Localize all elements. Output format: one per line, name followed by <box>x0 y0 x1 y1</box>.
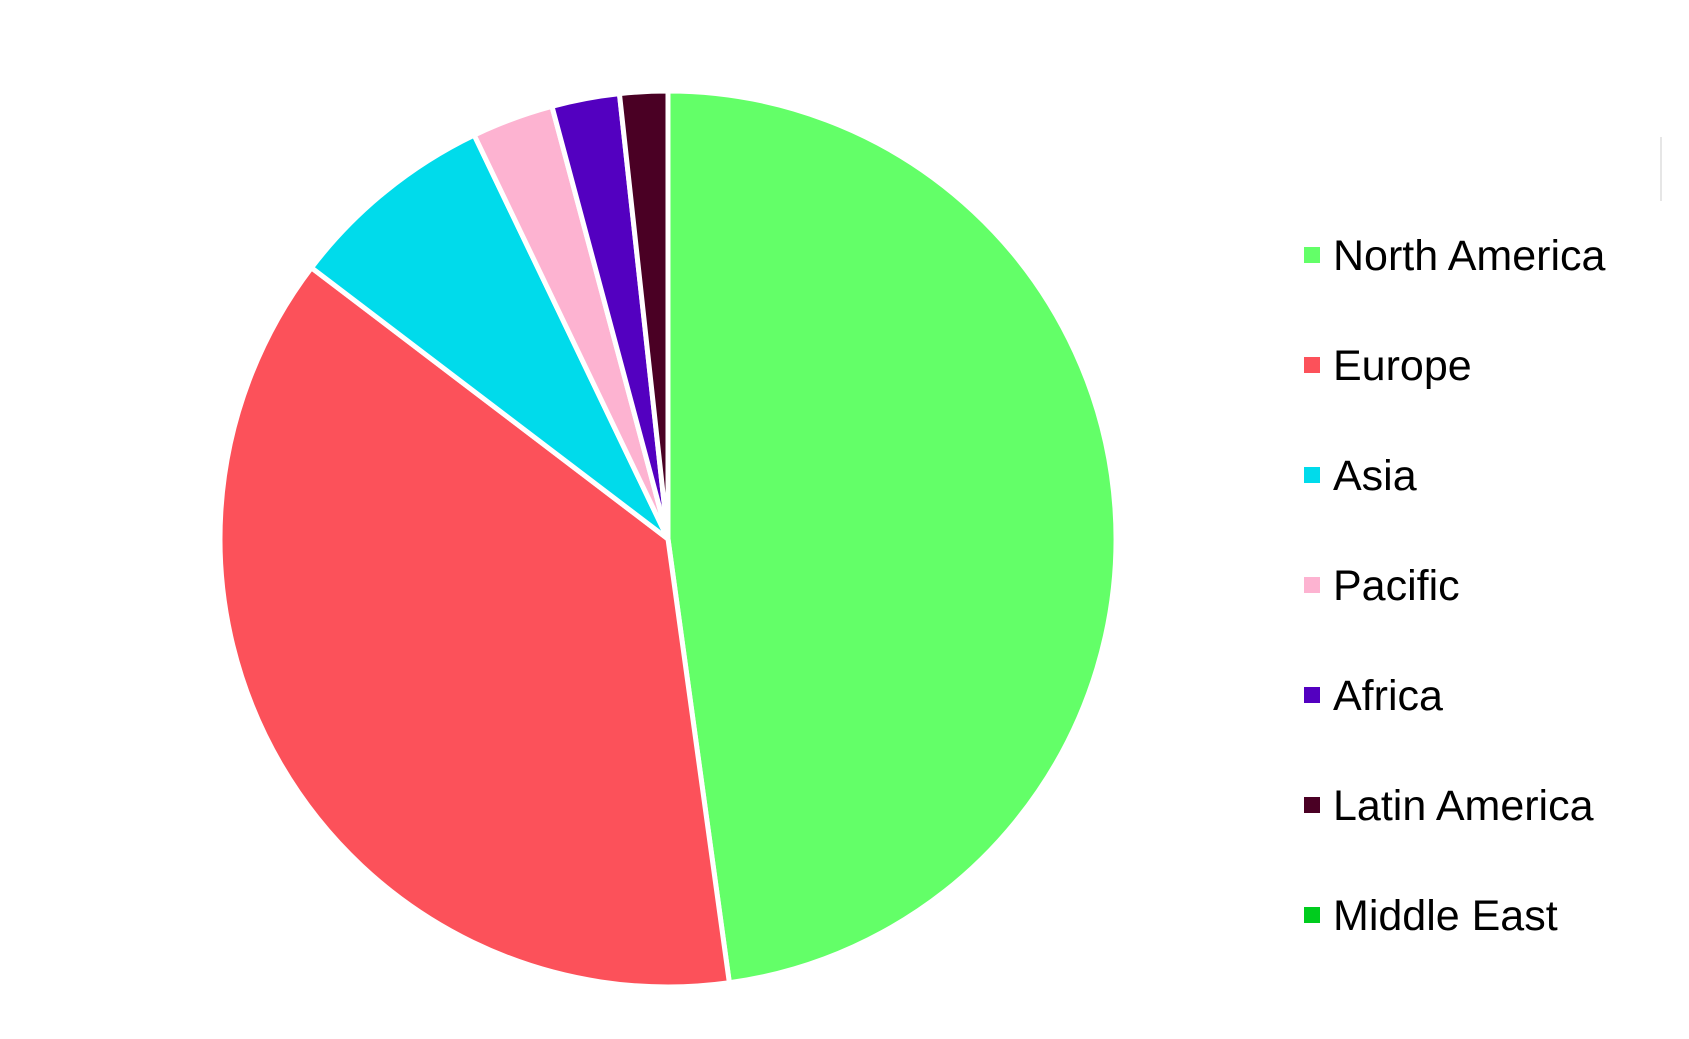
legend-frame-edge <box>1660 137 1662 201</box>
pie-slice-asia <box>308 132 671 542</box>
legend-item-north-america: North America <box>1304 223 1664 333</box>
legend: North America Europe Asia Pacific Africa Lati… <box>1304 223 1664 993</box>
legend-label: North America <box>1333 232 1606 280</box>
legend-item-europe: Europe <box>1304 333 1664 443</box>
legend-swatch <box>1304 357 1320 373</box>
pie-slice-north-america <box>665 88 1119 986</box>
legend-label: Europe <box>1333 342 1472 390</box>
legend-swatch <box>1304 467 1320 483</box>
legend-item-latin-america: Latin America <box>1304 773 1664 883</box>
legend-label: Middle East <box>1333 892 1558 940</box>
pie-slice-europe <box>217 265 732 990</box>
legend-item-pacific: Pacific <box>1304 553 1664 663</box>
legend-label: Asia <box>1333 452 1417 500</box>
legend-item-asia: Asia <box>1304 443 1664 553</box>
legend-swatch <box>1304 797 1320 813</box>
legend-swatch <box>1304 577 1320 593</box>
legend-item-africa: Africa <box>1304 663 1664 773</box>
pie-slice-latin-america <box>616 88 671 542</box>
legend-label: Africa <box>1333 672 1443 720</box>
legend-swatch <box>1304 247 1320 263</box>
legend-item-middle-east: Middle East <box>1304 883 1664 993</box>
legend-swatch <box>1304 687 1320 703</box>
legend-label: Pacific <box>1333 562 1460 610</box>
legend-swatch <box>1304 907 1320 923</box>
legend-label: Latin America <box>1333 782 1594 830</box>
